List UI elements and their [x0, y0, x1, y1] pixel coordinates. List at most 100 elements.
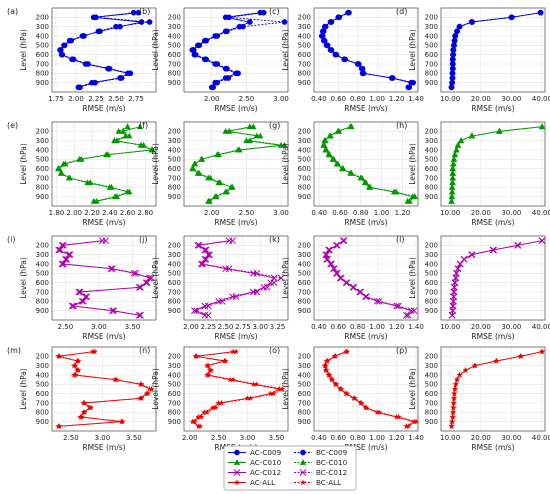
data-point-bc	[143, 279, 151, 287]
y-tick-label: 600	[298, 390, 311, 398]
y-tick-label: 800	[298, 70, 311, 78]
data-point-ac	[450, 160, 457, 167]
y-tick-label: 600	[425, 51, 438, 59]
y-tick-label: 200	[168, 14, 181, 22]
x-tick-label: 3.25	[270, 323, 286, 331]
data-point-bc	[115, 127, 122, 134]
data-point-bc	[279, 385, 286, 392]
x-tick-label: 1.80	[49, 209, 65, 217]
data-point-ac	[233, 70, 239, 77]
x-tick-label: 3.00	[273, 95, 289, 103]
data-point-ac	[260, 283, 268, 291]
data-point-ac	[58, 260, 66, 268]
plot-frame	[51, 121, 157, 207]
data-point-ac	[222, 188, 229, 195]
data-point-ac	[243, 137, 250, 144]
panel-label: (m)	[7, 346, 21, 355]
data-point-ac	[66, 174, 73, 181]
data-point-ac	[357, 399, 364, 406]
data-point-ac	[508, 14, 515, 21]
panel-label: (i)	[7, 235, 15, 244]
panel-label: (f)	[139, 121, 148, 130]
data-point-ac	[106, 183, 113, 190]
data-point-ac	[538, 348, 545, 355]
data-point-ac	[403, 423, 410, 429]
x-tick-label: 0.80	[353, 209, 369, 217]
data-point-ac	[347, 123, 354, 130]
y-tick-label: 600	[298, 51, 311, 59]
y-tick-label: 900	[168, 418, 181, 426]
y-tick-label: 600	[36, 51, 49, 59]
data-point-ac	[118, 418, 125, 425]
legend-label: AC-C009	[250, 448, 282, 457]
y-tick-label: 300	[425, 362, 438, 370]
data-point-ac	[456, 260, 464, 268]
x-tick-label: 30.00	[501, 434, 521, 442]
y-tick-label: 500	[425, 156, 438, 164]
data-point-bc	[202, 246, 210, 254]
plot-frame	[51, 235, 157, 321]
y-axis-label: Level (hPa)	[408, 143, 417, 185]
legend-marker	[233, 459, 241, 465]
data-point-ac	[221, 357, 228, 364]
data-point-ac	[390, 188, 398, 195]
y-tick-label: 900	[168, 79, 181, 87]
data-point-ac	[201, 302, 209, 310]
data-point-ac	[222, 127, 229, 134]
data-point-ac	[319, 28, 326, 35]
data-point-ac	[75, 288, 83, 296]
data-point-ac	[192, 353, 199, 359]
panel-label: (k)	[269, 235, 280, 244]
x-tick-label: 2.75	[128, 95, 144, 103]
data-point-ac	[208, 84, 215, 91]
data-point-ac	[61, 42, 67, 49]
data-point-ac	[267, 279, 275, 287]
y-tick-label: 500	[425, 270, 438, 278]
x-axis-label: RMSE (m/s)	[214, 218, 257, 227]
y-tick-label: 400	[425, 260, 438, 268]
data-point-bc	[253, 381, 260, 387]
x-tick-label: 1.20	[389, 434, 405, 442]
data-point-ac	[143, 390, 150, 397]
y-tick-label: 400	[298, 32, 311, 40]
data-point-ac	[249, 269, 257, 277]
data-point-ac	[137, 395, 144, 401]
panel-label: (g)	[269, 121, 280, 130]
y-tick-label: 500	[425, 381, 438, 389]
x-tick-label: 2.80	[138, 209, 154, 217]
data-point-ac	[104, 151, 112, 158]
y-tick-label: 500	[168, 156, 181, 164]
legend-label: AC-C010	[250, 458, 282, 467]
data-point-ac	[78, 155, 85, 162]
x-tick-label: 3.00	[91, 323, 107, 331]
y-tick-label: 200	[168, 242, 181, 250]
x-tick-label: 1.00	[369, 323, 385, 331]
x-tick-label: 2.25	[88, 95, 104, 103]
series-line-bc	[451, 12, 541, 88]
data-point-ac	[222, 28, 229, 35]
x-tick-label: 1.40	[408, 434, 424, 442]
y-tick-label: 600	[298, 165, 311, 173]
legend: AC-C009 BC-C009 AC-C010 BC-C010 AC-C012 BC-C0…	[223, 445, 357, 491]
x-tick-label: 30.00	[501, 95, 521, 103]
y-axis-label: Level (hPa)	[281, 143, 290, 185]
y-tick-label: 700	[298, 174, 311, 182]
x-tick-label: 20.00	[471, 209, 491, 217]
y-tick-label: 800	[298, 184, 311, 192]
y-tick-label: 200	[425, 353, 438, 361]
x-tick-label: 2.50	[108, 95, 124, 103]
data-point-ac	[135, 9, 142, 16]
data-point-ac	[140, 141, 147, 148]
y-tick-label: 400	[36, 260, 49, 268]
data-point-ac	[330, 265, 337, 273]
x-axis-label: RMSE (m/s)	[214, 332, 257, 341]
data-point-ac	[71, 362, 78, 369]
data-point-ac	[236, 146, 243, 153]
panel-label: (e)	[7, 121, 18, 130]
y-tick-label: 300	[298, 251, 311, 259]
data-point-ac	[117, 23, 123, 30]
y-tick-label: 600	[425, 390, 438, 398]
data-point-ac	[205, 197, 212, 204]
data-point-ac	[336, 274, 344, 282]
